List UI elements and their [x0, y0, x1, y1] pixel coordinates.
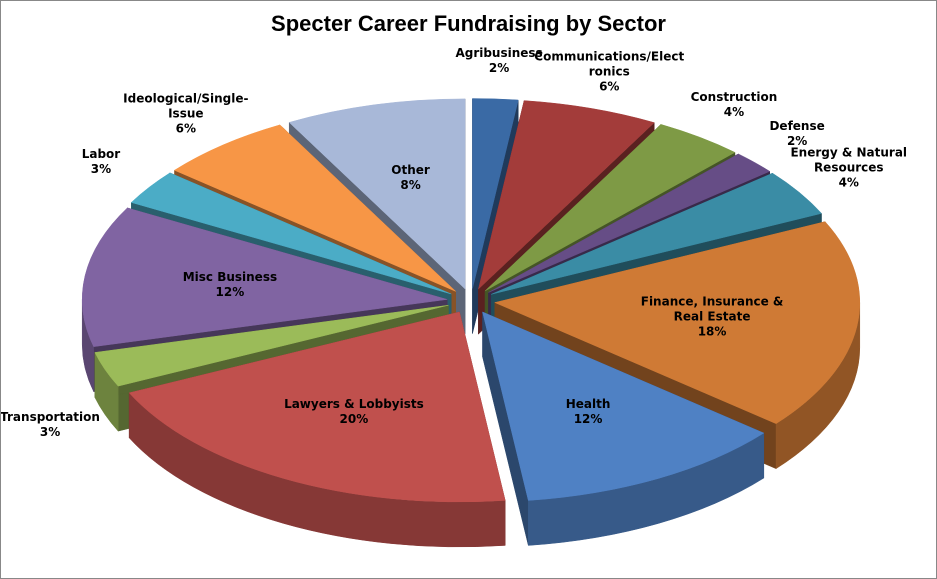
category-label: Communications/Electronics [534, 49, 685, 78]
value-label: 8% [400, 178, 421, 193]
slice [484, 124, 736, 292]
data-label: Lawyers & Lobbyists 20% [279, 397, 429, 427]
slice [477, 100, 655, 290]
data-label: Finance, Insurance & Real Estate 18% [637, 294, 787, 339]
value-label: 20% [339, 411, 369, 426]
data-label: Construction 4% [659, 90, 809, 120]
category-label: Other [391, 163, 430, 178]
data-label: Defense 2% [722, 119, 872, 149]
value-label: 4% [723, 104, 745, 119]
category-label: Agribusiness [455, 45, 543, 60]
data-label: Transportation 3% [0, 409, 125, 440]
category-label: Finance, Insurance & Real Estate [640, 294, 784, 324]
slice [130, 172, 452, 295]
value-label: 2% [488, 60, 510, 75]
value-label: 12% [215, 285, 245, 300]
slice [173, 124, 456, 292]
slice [488, 153, 771, 293]
slice [494, 221, 861, 424]
category-label: Ideological/Single-Issue [123, 91, 249, 121]
value-label: 18% [697, 324, 727, 339]
category-label: Defense [769, 118, 825, 133]
data-label: Health 12% [513, 397, 663, 427]
data-label: Other 8% [336, 163, 486, 193]
slice [491, 172, 822, 295]
category-label: Labor [81, 147, 121, 162]
slice [81, 207, 448, 347]
value-label: 2% [786, 133, 808, 148]
category-label: Transportation [0, 409, 100, 424]
value-label: 12% [573, 411, 603, 426]
value-label: 6% [599, 79, 620, 93]
data-label: Ideological/Single-Issue 6% [111, 91, 261, 136]
value-label: 3% [39, 424, 61, 439]
category-label: Lawyers & Lobbyists [284, 396, 424, 411]
data-label: Communications/Electronics 6% [534, 49, 684, 94]
category-label: Construction [690, 89, 778, 104]
category-label: Health [565, 396, 611, 411]
category-label: Misc Business [182, 270, 278, 285]
value-label: 6% [175, 121, 196, 136]
value-label: 4% [838, 175, 859, 190]
data-label: Misc Business 12% [155, 270, 305, 300]
category-label: Energy & Natural Resources [790, 145, 908, 175]
data-label: Energy & Natural Resources 4% [774, 146, 924, 191]
data-label: Labor 3% [26, 147, 176, 177]
slice [94, 304, 449, 387]
slice [128, 311, 506, 503]
value-label: 3% [90, 162, 112, 177]
data-label: Agribusiness 2% [424, 46, 574, 76]
slice [482, 311, 765, 501]
chart-title: Specter Career Fundraising by Sector [271, 11, 666, 36]
slice [472, 98, 519, 289]
slice [288, 98, 466, 290]
